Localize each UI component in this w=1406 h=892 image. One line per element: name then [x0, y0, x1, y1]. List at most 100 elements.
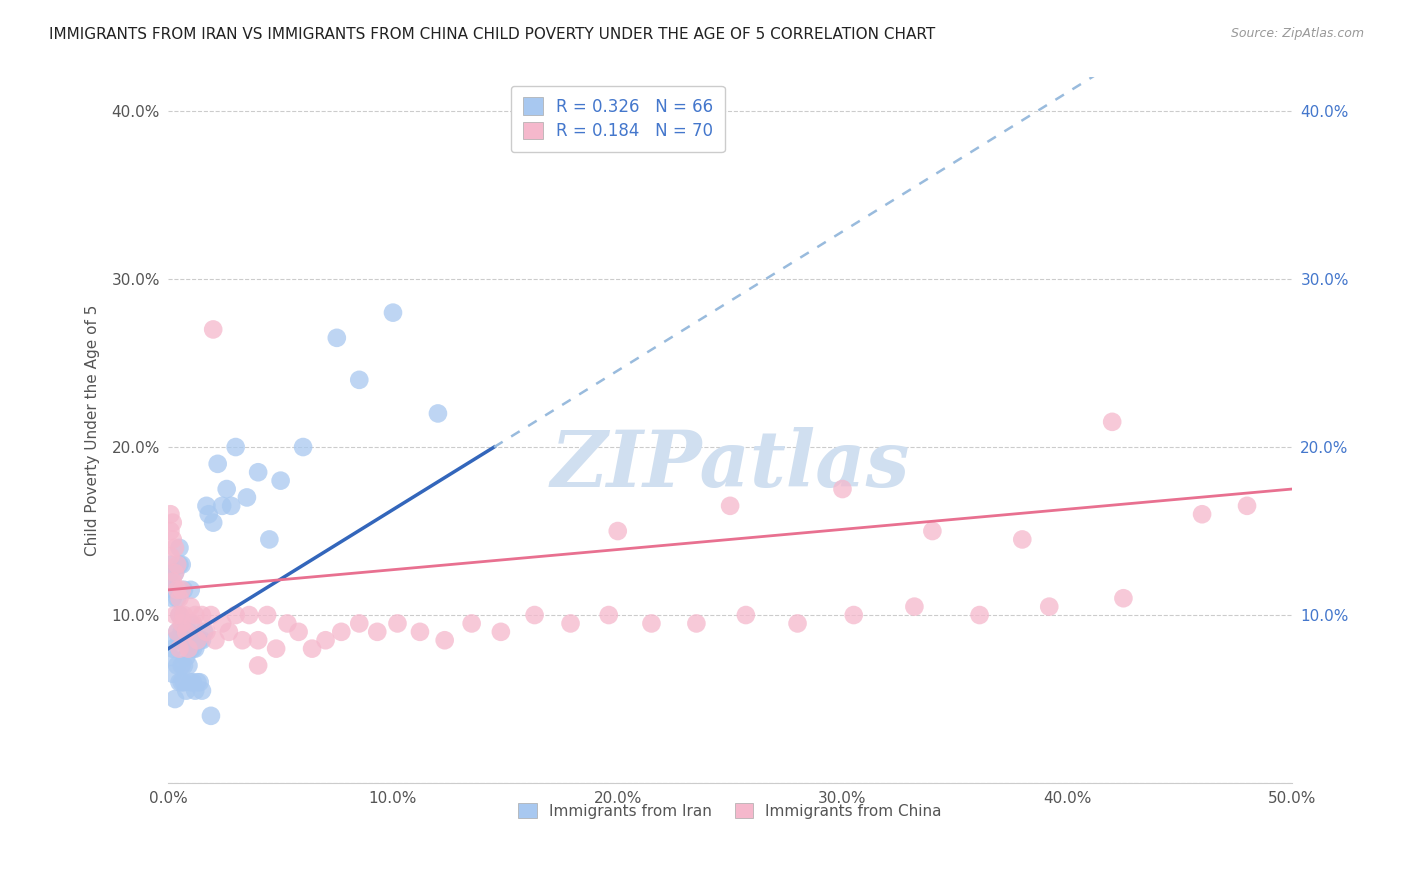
Point [186, 675, 208, 690]
Point [159, 650, 181, 665]
Point [349, 616, 371, 631]
Point [786, 616, 808, 631]
Point [640, 616, 662, 631]
Point [186, 633, 208, 648]
Point [177, 658, 200, 673]
Point [330, 624, 353, 639]
Point [170, 624, 193, 639]
Point [225, 440, 247, 454]
Point [163, 566, 186, 580]
Point [163, 692, 186, 706]
Point [247, 465, 270, 479]
Point [159, 508, 181, 522]
Point [734, 608, 756, 623]
Point [163, 633, 186, 648]
Point [195, 624, 218, 639]
Point [191, 683, 214, 698]
Point [181, 641, 204, 656]
Point [1236, 499, 1258, 513]
Y-axis label: Child Poverty Under the Age of 5: Child Poverty Under the Age of 5 [86, 304, 100, 556]
Point [202, 516, 225, 530]
Point [215, 482, 238, 496]
Point [598, 608, 620, 623]
Point [180, 675, 202, 690]
Point [170, 558, 193, 572]
Point [921, 524, 943, 538]
Point [264, 641, 287, 656]
Point [256, 608, 278, 623]
Point [560, 616, 582, 631]
Point [180, 641, 202, 656]
Point [225, 608, 247, 623]
Point [186, 633, 208, 648]
Point [174, 624, 197, 639]
Point [207, 457, 229, 471]
Point [433, 633, 456, 648]
Point [903, 599, 925, 614]
Point [315, 633, 337, 648]
Point [173, 675, 195, 690]
Point [1112, 591, 1135, 606]
Point [174, 683, 197, 698]
Point [174, 624, 197, 639]
Text: ZIPatlas: ZIPatlas [550, 427, 910, 504]
Point [184, 641, 207, 656]
Point [166, 591, 188, 606]
Text: IMMIGRANTS FROM IRAN VS IMMIGRANTS FROM CHINA CHILD POVERTY UNDER THE AGE OF 5 C: IMMIGRANTS FROM IRAN VS IMMIGRANTS FROM … [49, 27, 935, 42]
Point [1038, 599, 1060, 614]
Point [1191, 508, 1213, 522]
Point [1101, 415, 1123, 429]
Point [301, 641, 323, 656]
Point [218, 624, 240, 639]
Point [159, 558, 181, 572]
Point [326, 331, 349, 345]
Point [685, 616, 707, 631]
Point [231, 633, 253, 648]
Point [180, 616, 202, 631]
Point [173, 582, 195, 597]
Point [169, 675, 191, 690]
Point [219, 499, 242, 513]
Point [287, 624, 309, 639]
Point [166, 582, 188, 597]
Point [969, 608, 991, 623]
Point [188, 633, 211, 648]
Point [247, 658, 270, 673]
Point [238, 608, 260, 623]
Point [177, 624, 200, 639]
Point [718, 499, 741, 513]
Point [387, 616, 409, 631]
Text: Source: ZipAtlas.com: Source: ZipAtlas.com [1230, 27, 1364, 40]
Point [197, 508, 219, 522]
Point [170, 675, 193, 690]
Point [460, 616, 482, 631]
Point [195, 499, 218, 513]
Point [842, 608, 865, 623]
Point [166, 624, 188, 639]
Point [170, 616, 193, 631]
Point [163, 608, 186, 623]
Point [191, 633, 214, 648]
Point [169, 608, 191, 623]
Point [163, 541, 186, 555]
Legend: Immigrants from Iran, Immigrants from China: Immigrants from Iran, Immigrants from Ch… [512, 797, 948, 825]
Point [166, 558, 188, 572]
Point [170, 582, 193, 597]
Point [162, 574, 184, 589]
Point [169, 633, 191, 648]
Point [606, 524, 628, 538]
Point [169, 641, 191, 656]
Point [349, 373, 371, 387]
Point [236, 491, 259, 505]
Point [166, 658, 188, 673]
Point [211, 499, 233, 513]
Point [523, 608, 546, 623]
Point [366, 624, 388, 639]
Point [169, 558, 191, 572]
Point [184, 608, 207, 623]
Point [166, 624, 188, 639]
Point [170, 658, 193, 673]
Point [169, 591, 191, 606]
Point [1011, 533, 1033, 547]
Point [382, 305, 405, 319]
